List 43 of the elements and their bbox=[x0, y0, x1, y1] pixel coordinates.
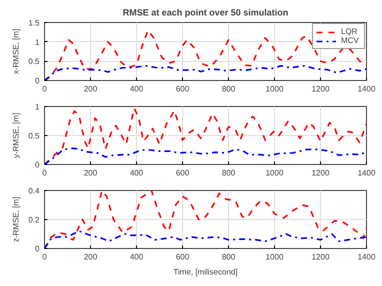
y-tick-label: 0 bbox=[35, 244, 40, 254]
x-tick-label: 400 bbox=[130, 84, 144, 94]
x-tick-label: 0 bbox=[42, 84, 48, 94]
x-tick-label: 1000 bbox=[266, 168, 284, 178]
y-tick-label: 1.5 bbox=[28, 18, 40, 28]
x-tick-label: 0 bbox=[42, 168, 48, 178]
x-tick-label: 800 bbox=[222, 252, 236, 262]
x-tick-label: 1000 bbox=[266, 84, 284, 94]
y-tick-label: 0.5 bbox=[28, 57, 40, 66]
x-tick-label: 200 bbox=[84, 168, 98, 178]
x-tick-label: 200 bbox=[84, 252, 98, 262]
x-axis-title: Time, [milisecond] bbox=[173, 268, 238, 276]
x-tick-label: 400 bbox=[130, 252, 144, 262]
x-tick-label: 400 bbox=[130, 168, 144, 178]
x-tick-label: 600 bbox=[176, 252, 190, 262]
x-tick-label: 800 bbox=[222, 84, 236, 94]
line-series bbox=[44, 107, 366, 164]
y-axis-title: y-RMSE, [m] bbox=[11, 112, 20, 158]
y-tick-label: 0.2 bbox=[28, 216, 40, 224]
x-tick-label: 800 bbox=[222, 168, 236, 178]
x-tick-label: 1400 bbox=[358, 84, 376, 94]
y-tick-label: 0.5 bbox=[28, 132, 40, 140]
x-tick-label: 1200 bbox=[312, 252, 330, 262]
y-tick-label: 0 bbox=[35, 76, 40, 86]
x-tick-label: 1000 bbox=[266, 252, 284, 262]
line-series bbox=[44, 190, 366, 248]
chart-title: RMSE at each point over 50 simulation bbox=[122, 8, 288, 18]
x-tick-label: 200 bbox=[84, 84, 98, 94]
x-tick-label: 1400 bbox=[358, 168, 376, 178]
legend-label: LQR bbox=[341, 27, 358, 36]
x-tick-label: 1200 bbox=[312, 84, 330, 94]
y-tick-label: 1 bbox=[35, 38, 40, 47]
legend-label: MCV bbox=[341, 36, 360, 45]
y-tick-label: 0.4 bbox=[28, 186, 40, 196]
y-tick-label: 0 bbox=[35, 160, 40, 170]
y-axis-title: x-RMSE, [m] bbox=[11, 28, 20, 74]
y-axis-title: z-RMSE, [m] bbox=[11, 196, 20, 242]
x-tick-label: 1400 bbox=[358, 252, 376, 262]
x-tick-label: 600 bbox=[176, 84, 190, 94]
x-tick-label: 0 bbox=[42, 252, 48, 262]
x-tick-label: 1200 bbox=[312, 168, 330, 178]
y-tick-label: 1 bbox=[35, 102, 40, 112]
x-tick-label: 600 bbox=[176, 168, 190, 178]
